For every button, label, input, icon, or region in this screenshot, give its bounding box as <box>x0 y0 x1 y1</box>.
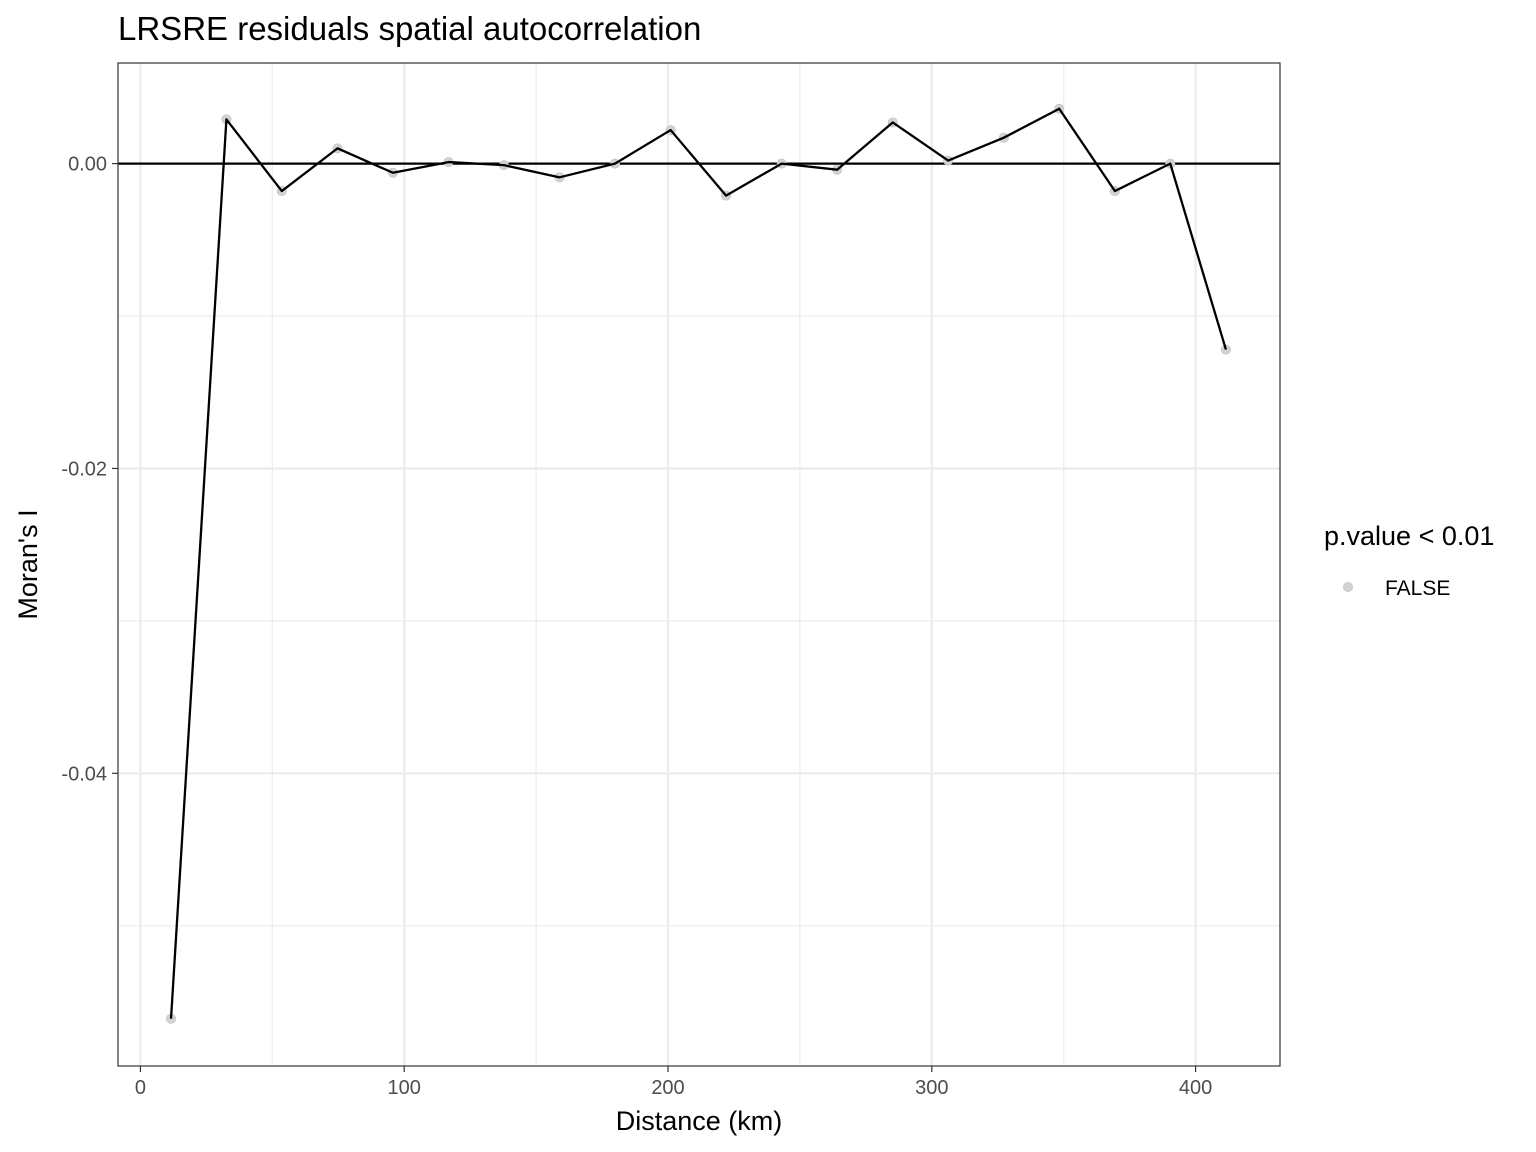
y-axis: 0.00 -0.02 -0.04 <box>61 154 118 785</box>
y-tick-label: 0.00 <box>68 154 107 176</box>
series-line <box>169 107 1228 1019</box>
minor-gridlines <box>118 63 1280 1066</box>
x-tick-label: 300 <box>915 1077 948 1099</box>
data-point <box>1220 344 1231 355</box>
series-layer <box>166 103 1231 1024</box>
y-tick-label: -0.02 <box>61 458 107 480</box>
legend-label: FALSE <box>1385 577 1450 600</box>
legend-key <box>1343 582 1354 593</box>
x-tick-label: 100 <box>388 1077 421 1099</box>
legend-title: p.value < 0.01 <box>1324 521 1494 551</box>
y-axis-title: Moran's I <box>13 509 43 619</box>
x-tick-label: 400 <box>1179 1077 1212 1099</box>
major-gridlines <box>118 63 1280 1066</box>
x-axis: 0 100 200 300 400 <box>135 1066 1212 1099</box>
x-tick-label: 0 <box>135 1077 146 1099</box>
y-tick-label: -0.04 <box>61 763 107 785</box>
x-tick-label: 200 <box>651 1077 684 1099</box>
x-axis-title: Distance (km) <box>616 1106 783 1136</box>
legend-entries: FALSE <box>1343 577 1450 600</box>
chart-title: LRSRE residuals spatial autocorrelation <box>118 10 701 47</box>
plot-panel-border <box>117 62 1281 1067</box>
legend: p.value < 0.01 FALSE <box>1324 521 1494 600</box>
